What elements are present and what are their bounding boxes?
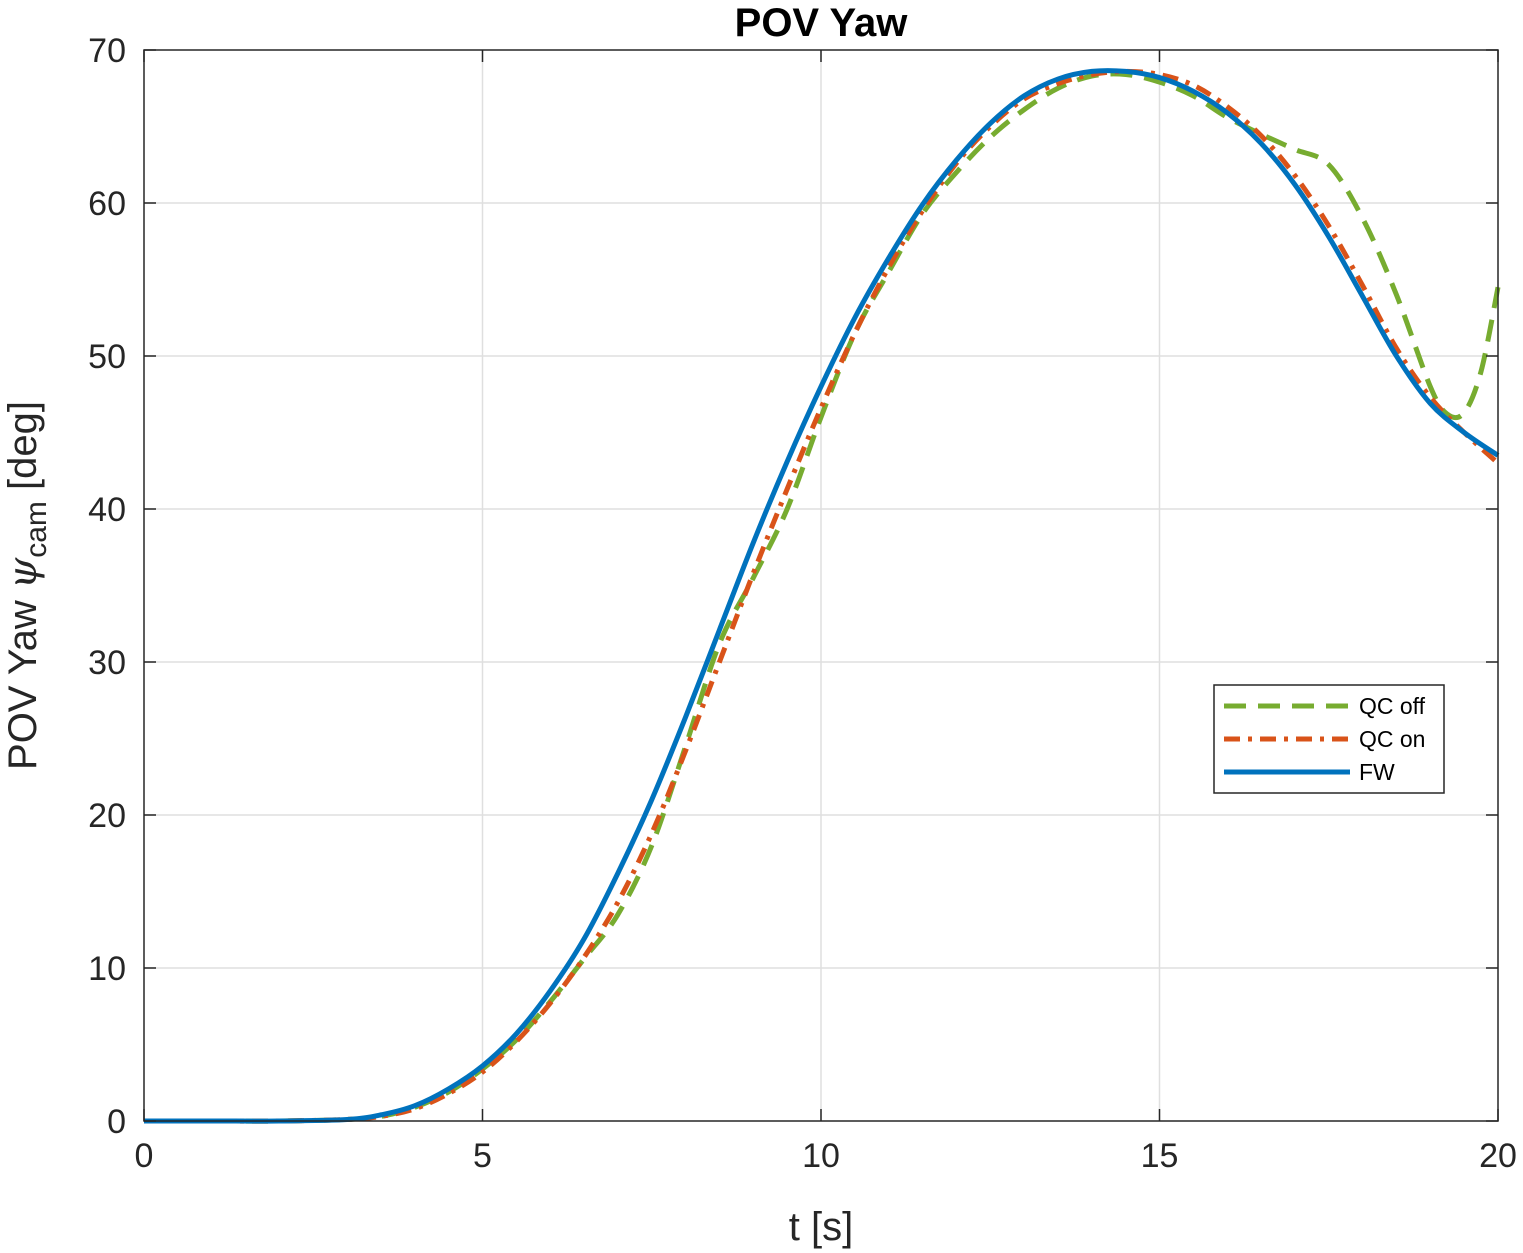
- y-axis-title-suffix: [deg]: [1, 401, 45, 501]
- y-axis-title-subscript: cam: [20, 501, 53, 558]
- y-tick-label: 50: [88, 338, 126, 376]
- legend-label: QC on: [1359, 726, 1425, 752]
- x-tick-label: 20: [1479, 1137, 1517, 1175]
- series-lines: [143, 68, 1501, 1124]
- y-axis-title: POV Yaw ψcam [deg]: [0, 401, 53, 770]
- y-tick-label: 60: [88, 185, 126, 223]
- y-tick-label: 20: [88, 797, 126, 835]
- x-tick-label: 10: [802, 1137, 840, 1175]
- x-tick-label: 5: [473, 1137, 492, 1175]
- y-tick-label: 10: [88, 950, 126, 988]
- grid-lines: [144, 50, 1498, 1121]
- chart-title: POV Yaw: [735, 1, 909, 45]
- x-tick-label: 15: [1141, 1137, 1179, 1175]
- series-line-qc-off: [143, 71, 1501, 1124]
- x-tick-label: 0: [135, 1137, 154, 1175]
- y-tick-label: 40: [88, 491, 126, 529]
- series-line-fw: [143, 68, 1500, 1124]
- legend-box: [1213, 684, 1445, 794]
- y-tick-label: 0: [107, 1103, 126, 1141]
- series-line-qc-on: [143, 68, 1500, 1124]
- legend: QC off QC on FW: [1213, 684, 1445, 794]
- axis-ticks: 0 5 10 15 20 0 10 20 30 40 50 60 70: [88, 32, 1517, 1175]
- x-axis-title: t [s]: [789, 1205, 853, 1249]
- legend-label: QC off: [1359, 693, 1426, 719]
- legend-label: FW: [1359, 759, 1395, 785]
- y-tick-label: 70: [88, 32, 126, 70]
- y-axis-title-prefix: POV Yaw: [1, 589, 45, 770]
- y-axis-title-symbol: ψ: [0, 557, 46, 589]
- y-tick-label: 30: [88, 644, 126, 682]
